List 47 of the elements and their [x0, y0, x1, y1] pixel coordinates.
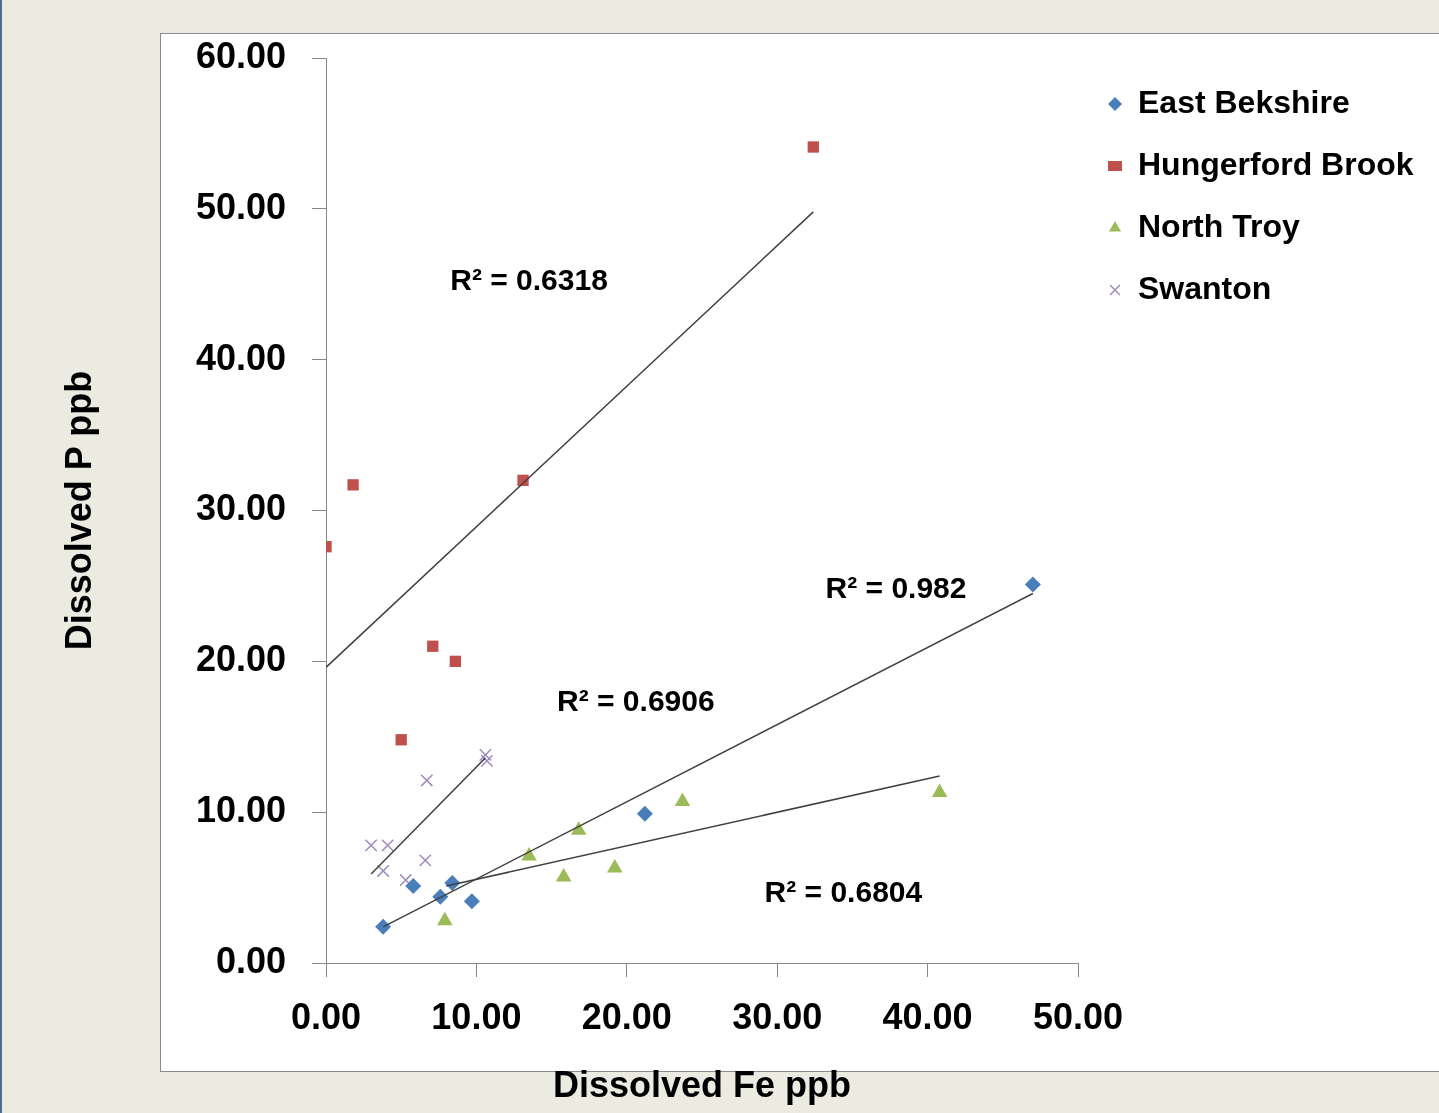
point	[399, 873, 413, 887]
point	[375, 918, 392, 935]
annotation: R² = 0.6906	[557, 683, 715, 717]
point	[381, 838, 395, 852]
point	[931, 783, 948, 798]
point	[570, 821, 587, 835]
x-tick-label: 50.00	[1032, 995, 1124, 1037]
annotation: R² = 0.6318	[450, 262, 608, 296]
point	[674, 792, 691, 807]
point	[449, 655, 461, 667]
x-tick-label: 0.00	[290, 995, 362, 1037]
y-tick-label: 50.00	[195, 185, 286, 227]
x-axis-title: Dissolved Fe ppb	[552, 1064, 852, 1106]
point	[480, 754, 494, 768]
y-tick-label: 60.00	[195, 34, 286, 76]
x-tick-label: 20.00	[581, 995, 672, 1037]
legend-label: North Troy	[1138, 207, 1300, 244]
legend-label: Hungerford Brook	[1138, 145, 1414, 182]
legend-label: East Bekshire	[1138, 83, 1350, 120]
point	[395, 734, 407, 746]
y-tick-label: 0.00	[215, 939, 286, 981]
legend-label: Swanton	[1138, 269, 1272, 306]
x-tick-label: 10.00	[431, 995, 522, 1037]
annotation: R² = 0.982	[825, 571, 967, 605]
y-tick-label: 10.00	[195, 789, 286, 831]
y-tick-label: 40.00	[195, 336, 286, 378]
point	[1024, 576, 1041, 593]
point	[606, 858, 623, 873]
x-tick-label: 30.00	[732, 995, 823, 1037]
point	[347, 479, 359, 491]
y-tick-label: 20.00	[195, 638, 286, 680]
point	[420, 774, 434, 787]
point	[555, 868, 572, 882]
point	[479, 748, 492, 762]
point	[427, 640, 439, 652]
point	[636, 805, 653, 822]
y-tick-label: 30.00	[195, 487, 286, 529]
annotation: R² = 0.6804	[764, 874, 923, 908]
point	[807, 141, 819, 153]
y-axis-title: Dissolved P ppb	[57, 370, 99, 651]
point	[376, 864, 390, 878]
point	[364, 838, 378, 852]
point	[418, 854, 432, 867]
point	[405, 878, 422, 895]
x-tick-label: 40.00	[882, 995, 973, 1037]
point	[463, 893, 480, 910]
point	[437, 911, 453, 926]
